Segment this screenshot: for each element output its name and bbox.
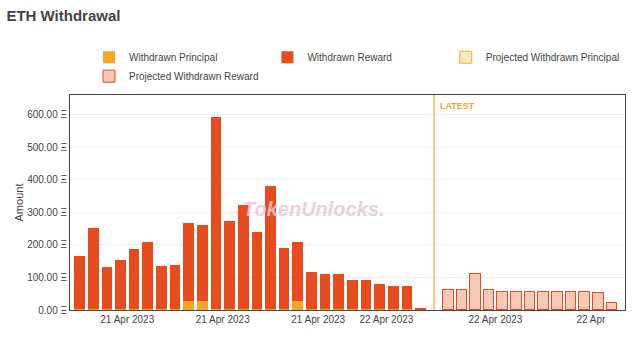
svg-text:600.00 Ξ: 600.00 Ξ — [27, 109, 67, 120]
svg-text:400.00 Ξ: 400.00 Ξ — [27, 174, 67, 185]
svg-text:LATEST: LATEST — [440, 101, 475, 111]
svg-text:Projected Withdrawn Principal: Projected Withdrawn Principal — [486, 52, 619, 63]
svg-text:21 Apr 2023: 21 Apr 2023 — [196, 314, 250, 325]
svg-text:Withdrawn Reward: Withdrawn Reward — [307, 52, 391, 63]
svg-text:Projected Withdrawn Reward: Projected Withdrawn Reward — [129, 71, 259, 82]
svg-text:200.00 Ξ: 200.00 Ξ — [27, 239, 67, 250]
svg-text:300.00 Ξ: 300.00 Ξ — [27, 207, 67, 218]
svg-text:Withdrawn Principal: Withdrawn Principal — [129, 52, 217, 63]
svg-text:22 Apr 2023: 22 Apr 2023 — [468, 314, 522, 325]
svg-text:ETH Withdrawal: ETH Withdrawal — [6, 7, 120, 24]
svg-text:0.00 Ξ: 0.00 Ξ — [38, 305, 67, 316]
svg-text:21 Apr 2023: 21 Apr 2023 — [100, 314, 154, 325]
svg-text:Amount: Amount — [13, 184, 25, 222]
svg-text:22 Apr 2023: 22 Apr 2023 — [359, 314, 413, 325]
svg-text:TokenUnlocks.: TokenUnlocks. — [243, 198, 385, 220]
svg-text:21 Apr 2023: 21 Apr 2023 — [291, 314, 345, 325]
svg-text:500.00 Ξ: 500.00 Ξ — [27, 142, 67, 153]
svg-text:22 Apr: 22 Apr — [576, 314, 606, 325]
svg-text:100.00 Ξ: 100.00 Ξ — [27, 272, 67, 283]
